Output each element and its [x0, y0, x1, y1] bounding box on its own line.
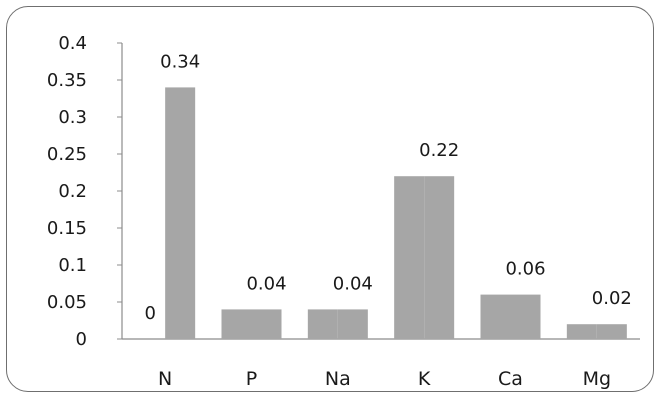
data-label: 0.22 — [419, 140, 459, 161]
y-tick-label: 0.15 — [47, 218, 87, 239]
data-label: 0.06 — [505, 259, 545, 280]
y-tick-label: 0.2 — [58, 181, 87, 202]
data-label: 0.34 — [160, 51, 200, 72]
data-label: 0.04 — [333, 273, 373, 294]
bar-na-series-1 — [307, 309, 338, 339]
y-tick-label: 0.05 — [47, 292, 87, 313]
bar-k-series-1 — [394, 176, 425, 339]
data-label: 0.04 — [246, 273, 286, 294]
data-label: 0.02 — [592, 288, 632, 309]
y-tick-label: 0.25 — [47, 144, 87, 165]
y-axis: 0 0.05 0.1 0.15 0.2 0.25 0.3 0.35 0.4 — [47, 33, 123, 350]
bar-na-series-2 — [337, 309, 368, 339]
x-tick-label: P — [246, 368, 257, 390]
x-tick-label: K — [418, 368, 431, 390]
y-tick-label: 0.4 — [58, 33, 87, 54]
x-axis: N P Na K Ca Mg — [122, 338, 640, 390]
bar-p-series-1 — [221, 309, 252, 339]
x-tick-label: Na — [325, 368, 351, 390]
bar-mg-series-2 — [596, 324, 627, 339]
bars — [165, 87, 627, 340]
x-tick-label: Mg — [583, 368, 611, 390]
bar-ca-series-1 — [480, 294, 511, 339]
y-tick-label: 0.3 — [58, 107, 87, 128]
data-label: 0 — [144, 303, 155, 324]
bar-mg-series-1 — [566, 324, 597, 339]
bar-p-series-2 — [251, 309, 282, 339]
x-tick-label: Ca — [498, 368, 523, 390]
y-tick-label: 0.1 — [58, 255, 87, 276]
bar-ca-series-2 — [510, 294, 541, 339]
x-tick-label: N — [158, 368, 172, 390]
y-tick-label: 0 — [76, 329, 87, 350]
y-tick-label: 0.35 — [47, 70, 87, 91]
bar-k-series-2 — [424, 176, 455, 339]
data-labels: 0 0.34 0.04 0.04 0.22 0.06 0.02 — [144, 51, 631, 324]
bar-n-series-2 — [165, 87, 196, 340]
